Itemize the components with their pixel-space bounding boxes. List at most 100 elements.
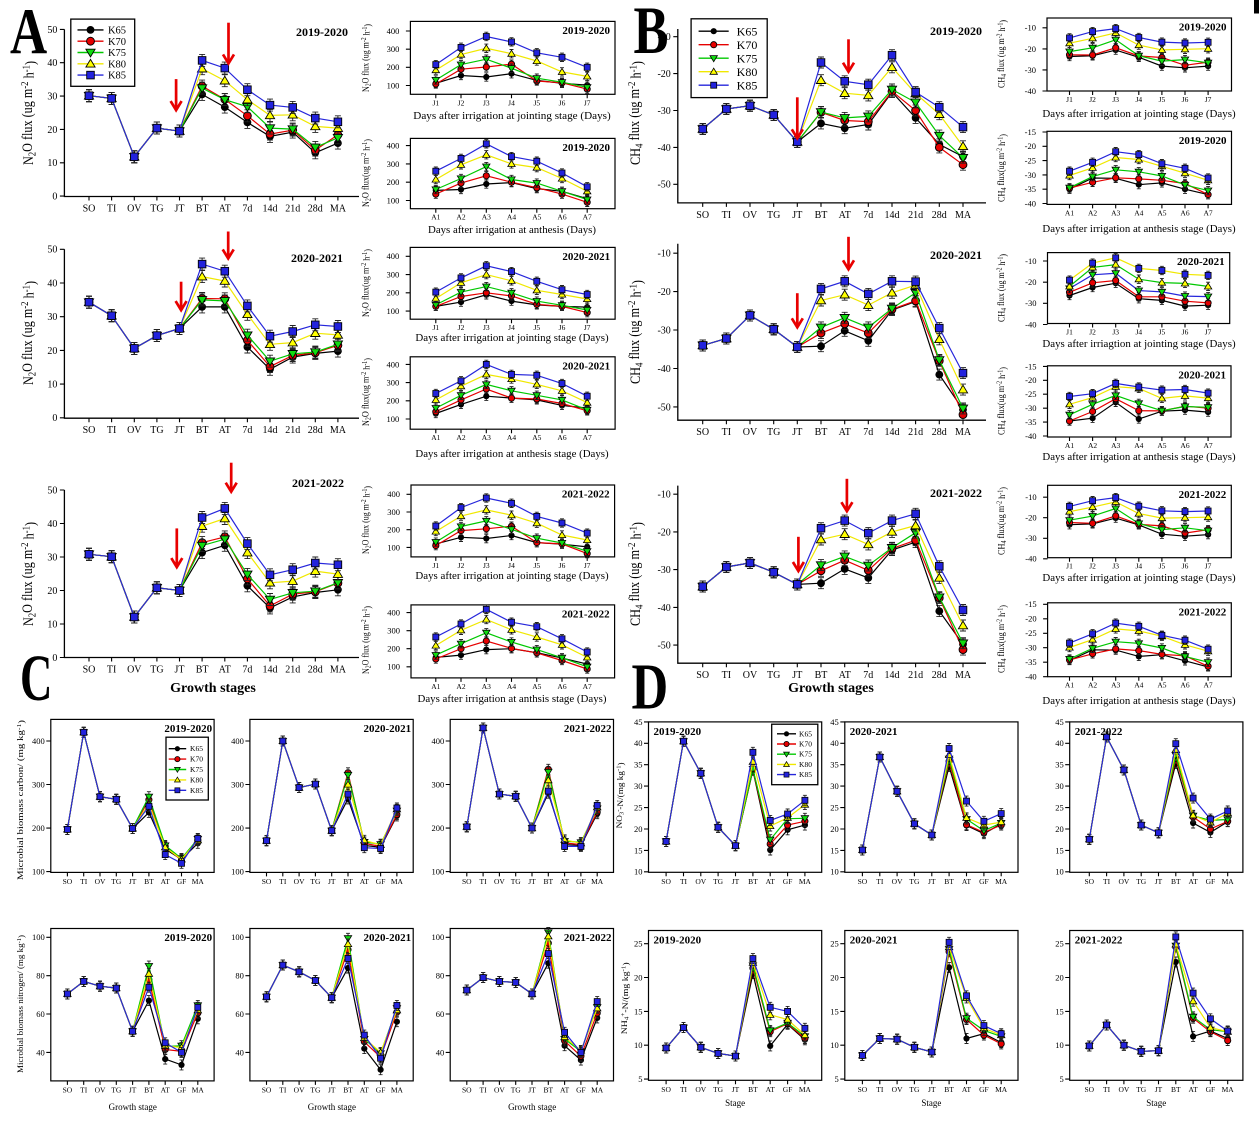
svg-text:J6: J6 <box>1182 328 1189 337</box>
svg-text:OV: OV <box>127 204 142 215</box>
svg-text:2020-2021: 2020-2021 <box>930 248 982 262</box>
svg-text:TI: TI <box>680 1085 688 1094</box>
svg-text:N2O flux(ug m-2 h-1): N2O flux(ug m-2 h-1) <box>360 139 373 207</box>
svg-text:2019-2020: 2019-2020 <box>164 723 212 735</box>
svg-text:7d: 7d <box>863 670 873 681</box>
svg-text:300: 300 <box>387 159 400 169</box>
svg-text:10: 10 <box>1055 867 1064 877</box>
svg-text:Days after irrigation at anths: Days after irrigation at anthsis stage (… <box>418 694 607 705</box>
svg-text:20: 20 <box>830 972 839 982</box>
svg-text:J6: J6 <box>559 561 566 570</box>
svg-text:K75: K75 <box>737 51 758 65</box>
svg-text:10: 10 <box>830 1040 839 1050</box>
svg-text:GF: GF <box>576 877 586 886</box>
svg-text:80: 80 <box>235 971 244 981</box>
svg-text:MA: MA <box>1222 1085 1235 1094</box>
svg-text:80: 80 <box>436 971 445 981</box>
svg-text:OV: OV <box>127 425 142 436</box>
svg-text:300: 300 <box>231 779 244 789</box>
svg-text:MA: MA <box>591 1085 604 1094</box>
svg-text:Days after irrigation at anthe: Days after irrigation at anthesis stage … <box>1042 452 1235 463</box>
svg-text:30: 30 <box>47 552 57 563</box>
svg-text:40: 40 <box>47 519 57 530</box>
svg-text:15: 15 <box>830 845 839 855</box>
svg-text:45: 45 <box>830 717 839 727</box>
svg-text:100: 100 <box>431 932 444 942</box>
svg-text:OV: OV <box>892 1085 903 1094</box>
svg-text:TG: TG <box>511 1085 522 1094</box>
svg-text:B: B <box>634 0 669 69</box>
svg-text:-30: -30 <box>1025 533 1036 543</box>
svg-text:MA: MA <box>192 877 205 886</box>
svg-text:100: 100 <box>387 80 400 90</box>
svg-text:A1: A1 <box>431 213 440 222</box>
svg-text:2021-2022: 2021-2022 <box>1179 606 1227 618</box>
svg-text:J2: J2 <box>458 323 465 332</box>
svg-text:-40: -40 <box>1025 319 1036 329</box>
svg-text:BT: BT <box>196 204 209 215</box>
svg-text:-10: -10 <box>1025 23 1036 33</box>
svg-text:50: 50 <box>47 245 57 256</box>
svg-text:40: 40 <box>436 1047 445 1057</box>
svg-text:-20: -20 <box>657 527 670 538</box>
svg-text:-40: -40 <box>657 603 670 614</box>
svg-text:-20: -20 <box>657 69 670 80</box>
svg-text:A2: A2 <box>1088 441 1097 450</box>
svg-text:OV: OV <box>494 1085 505 1094</box>
svg-text:AT: AT <box>1189 1085 1199 1094</box>
svg-text:A2: A2 <box>456 682 465 691</box>
svg-text:35: 35 <box>830 760 839 770</box>
svg-text:400: 400 <box>387 141 400 151</box>
svg-text:TI: TI <box>107 204 116 215</box>
svg-text:JT: JT <box>928 877 936 886</box>
svg-text:14d: 14d <box>885 670 900 681</box>
svg-text:20: 20 <box>47 586 57 597</box>
svg-text:GF: GF <box>1206 1085 1216 1094</box>
svg-text:A5: A5 <box>532 213 541 222</box>
svg-text:AT: AT <box>219 665 231 676</box>
svg-text:A3: A3 <box>1111 441 1120 450</box>
svg-text:N2O flux (ug m-2 h-1): N2O flux (ug m-2 h-1) <box>19 61 39 165</box>
svg-text:K80: K80 <box>799 760 812 769</box>
svg-text:J2: J2 <box>1089 328 1096 337</box>
svg-text:200: 200 <box>32 823 45 833</box>
svg-text:100: 100 <box>386 306 399 316</box>
svg-text:SO: SO <box>462 877 472 886</box>
svg-text:400: 400 <box>387 26 400 36</box>
svg-text:28d: 28d <box>932 670 947 681</box>
svg-text:A6: A6 <box>557 433 566 442</box>
svg-text:JT: JT <box>175 204 185 215</box>
svg-text:J7: J7 <box>1205 95 1212 104</box>
svg-text:TG: TG <box>767 670 780 681</box>
svg-text:J4: J4 <box>1135 562 1142 571</box>
svg-text:BT: BT <box>1171 1085 1181 1094</box>
svg-text:J6: J6 <box>1182 562 1189 571</box>
svg-text:MA: MA <box>955 210 972 221</box>
svg-text:J4: J4 <box>1135 95 1142 104</box>
svg-text:5: 5 <box>1059 1074 1063 1084</box>
svg-text:28d: 28d <box>932 427 947 438</box>
svg-text:A3: A3 <box>482 433 491 442</box>
svg-text:A2: A2 <box>1088 681 1097 690</box>
svg-text:K70: K70 <box>190 755 203 764</box>
svg-text:K75: K75 <box>799 750 812 759</box>
svg-text:-40: -40 <box>1025 431 1036 441</box>
svg-text:AT: AT <box>766 877 776 886</box>
svg-text:-25: -25 <box>1025 156 1036 166</box>
svg-text:Days after irrigation at anthe: Days after irrigation at anthesis (Days) <box>428 225 596 236</box>
svg-text:15: 15 <box>1055 845 1064 855</box>
svg-text:2021-2022: 2021-2022 <box>564 723 612 735</box>
svg-text:35: 35 <box>634 760 643 770</box>
svg-text:30: 30 <box>830 781 839 791</box>
svg-text:400: 400 <box>231 736 244 746</box>
svg-text:GF: GF <box>1206 877 1216 886</box>
svg-text:A2: A2 <box>1088 208 1097 217</box>
svg-text:MA: MA <box>799 1085 812 1094</box>
svg-text:40: 40 <box>47 278 57 289</box>
svg-text:80: 80 <box>36 971 45 981</box>
svg-text:30: 30 <box>1055 781 1064 791</box>
svg-text:A6: A6 <box>1180 441 1189 450</box>
svg-text:10: 10 <box>47 380 57 391</box>
svg-text:200: 200 <box>386 288 399 298</box>
svg-text:JT: JT <box>792 210 802 221</box>
